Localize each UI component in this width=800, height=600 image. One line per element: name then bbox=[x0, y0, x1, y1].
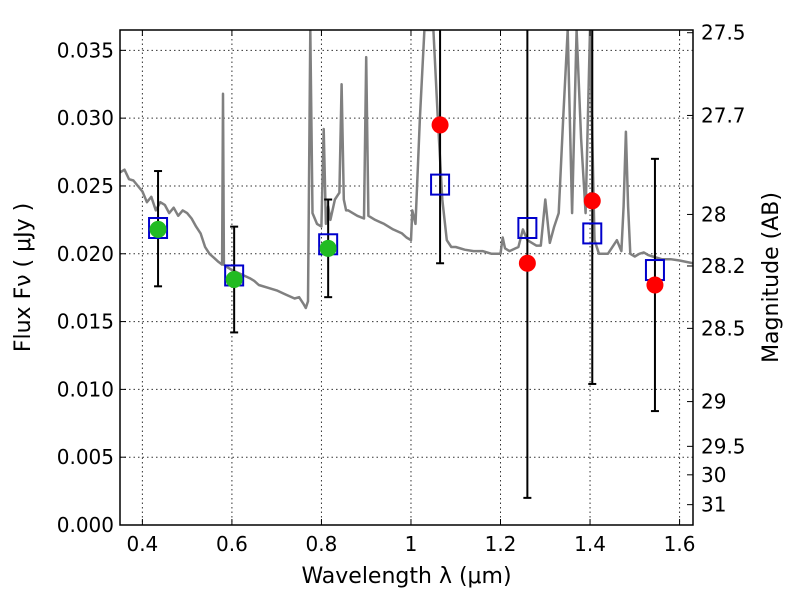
observed-point bbox=[319, 239, 337, 257]
mag-tick-label: 31 bbox=[701, 493, 726, 517]
model-sed bbox=[120, 30, 693, 310]
synthetic-square-marker bbox=[517, 217, 538, 239]
x-axis-title: Wavelength λ (μm) bbox=[301, 564, 511, 589]
mag-tick-label: 29 bbox=[701, 390, 726, 414]
x-tick-label: 0.8 bbox=[306, 532, 338, 556]
observed-point bbox=[225, 271, 243, 289]
y-tick-label: 0.020 bbox=[57, 242, 114, 266]
x-tick-label: 1.4 bbox=[574, 532, 606, 556]
observed-point bbox=[518, 254, 536, 272]
mag-tick-label: 28 bbox=[701, 202, 726, 226]
y-tick-label: 0.000 bbox=[57, 513, 114, 537]
synthetic-square-marker bbox=[148, 217, 169, 239]
observed-point bbox=[431, 116, 449, 134]
mag-tick-label: 30 bbox=[701, 463, 726, 487]
mag-tick-label: 27.7 bbox=[701, 103, 746, 127]
y-axis-title: Flux Fν ( μJy ) bbox=[11, 203, 36, 352]
observed-point bbox=[583, 192, 601, 210]
y-tick-label: 0.025 bbox=[57, 174, 114, 198]
mag-tick-label: 29.5 bbox=[701, 434, 746, 458]
x-tick-label: 0.4 bbox=[126, 532, 158, 556]
mag-tick-label: 27.5 bbox=[701, 21, 746, 45]
observed-point bbox=[646, 276, 664, 294]
tick-labels: 0.4 0.6 0.8 1 1.2 1.4 1.6 0.000 0.005 0.010 0.015 0… bbox=[57, 21, 746, 556]
model-sed-line bbox=[120, 30, 693, 310]
error-bars bbox=[154, 30, 659, 499]
x-tick-label: 1.2 bbox=[485, 532, 517, 556]
y-tick-label: 0.015 bbox=[57, 310, 114, 334]
y-tick-label: 0.035 bbox=[57, 38, 114, 62]
y-tick-label: 0.010 bbox=[57, 377, 114, 401]
mag-tick-label: 28.2 bbox=[701, 254, 746, 278]
observed-point bbox=[149, 220, 167, 238]
plot-frame bbox=[119, 29, 694, 526]
x-tick-label: 1 bbox=[405, 532, 418, 556]
markers bbox=[148, 116, 665, 294]
ticks bbox=[120, 30, 693, 526]
right-axis-title: Magnitude (AB) bbox=[759, 192, 784, 363]
y-tick-label: 0.005 bbox=[57, 445, 114, 469]
grid-lines bbox=[120, 30, 693, 526]
x-tick-label: 1.6 bbox=[664, 532, 696, 556]
y-tick-label: 0.030 bbox=[57, 106, 114, 130]
x-tick-label: 0.6 bbox=[216, 532, 248, 556]
mag-tick-label: 28.5 bbox=[701, 316, 746, 340]
synthetic-square-marker bbox=[582, 222, 603, 245]
synthetic-square-marker bbox=[430, 173, 451, 196]
